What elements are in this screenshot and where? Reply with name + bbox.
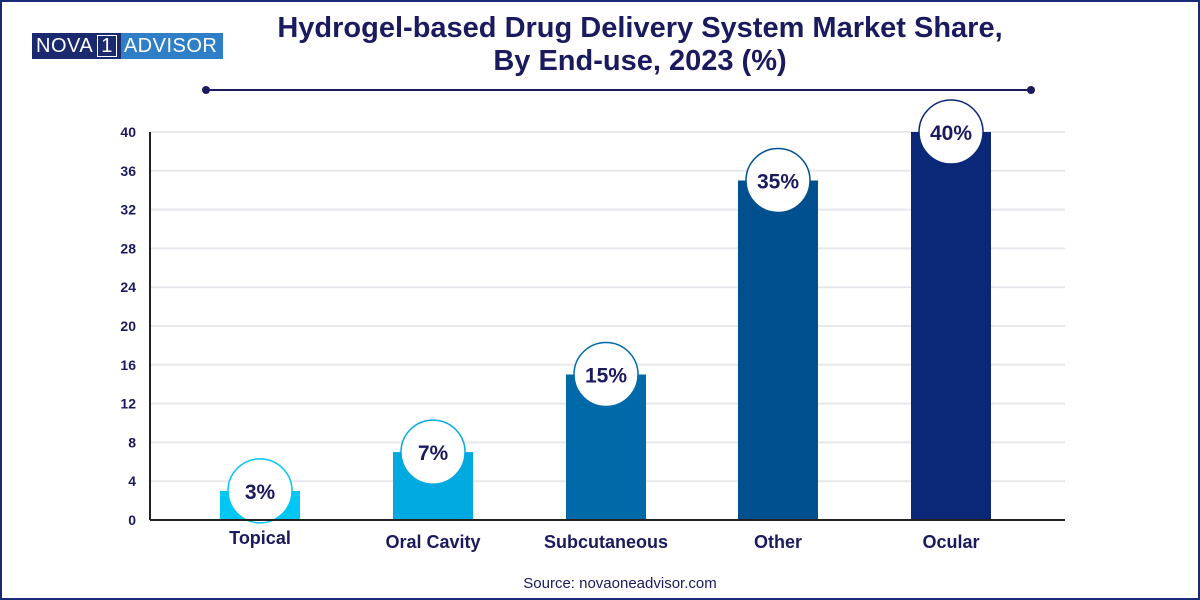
y-tick-label: 40	[120, 124, 136, 140]
y-tick-label: 28	[120, 240, 136, 256]
data-label-bubble	[227, 458, 293, 524]
nova-one-advisor-logo: NOVA 1 ADVISOR	[32, 33, 224, 59]
data-label: 40%	[930, 122, 972, 145]
logo-text-mid: 1	[97, 35, 117, 57]
data-label: 35%	[757, 171, 799, 194]
data-label: 15%	[585, 365, 627, 388]
title-divider	[205, 89, 1031, 91]
data-label-bubble	[400, 419, 466, 485]
chart-title-line-2: By End-use, 2023 (%)	[493, 45, 787, 77]
data-label-bubble	[573, 341, 639, 408]
x-tick-label: Ocular	[922, 532, 979, 552]
x-tick-label: Topical	[229, 528, 291, 548]
y-tick-label: 32	[120, 202, 136, 218]
data-label: 3%	[245, 481, 276, 504]
y-tick-label: 20	[120, 318, 136, 334]
divider-dot-left	[202, 86, 210, 94]
divider-dot-right	[1027, 86, 1035, 94]
source-note: Source: novaoneadvisor.com	[523, 575, 717, 592]
y-tick-label: 24	[120, 279, 136, 295]
logo-text-right: ADVISOR	[120, 33, 224, 59]
y-tick-label: 16	[120, 357, 136, 373]
y-tick-label: 12	[120, 396, 136, 412]
chart-title-line-1: Hydrogel-based Drug Delivery System Mark…	[277, 12, 1003, 44]
y-tick-label: 4	[128, 473, 136, 489]
y-tick-label: 36	[120, 163, 136, 179]
logo-text-left: NOVA	[36, 35, 94, 57]
bar-ocular	[911, 132, 991, 520]
y-tick-label: 8	[128, 434, 136, 450]
chart-title: Hydrogel-based Drug Delivery System Mark…	[200, 12, 1080, 78]
x-tick-label: Subcutaneous	[544, 532, 668, 552]
x-tick-label: Other	[754, 532, 802, 552]
y-tick-label: 0	[128, 512, 136, 528]
bar-other	[738, 180, 818, 520]
data-label: 7%	[418, 442, 449, 465]
data-label-bubble	[918, 99, 984, 165]
data-label-bubble	[745, 147, 811, 214]
x-tick-label: Oral Cavity	[385, 532, 480, 552]
